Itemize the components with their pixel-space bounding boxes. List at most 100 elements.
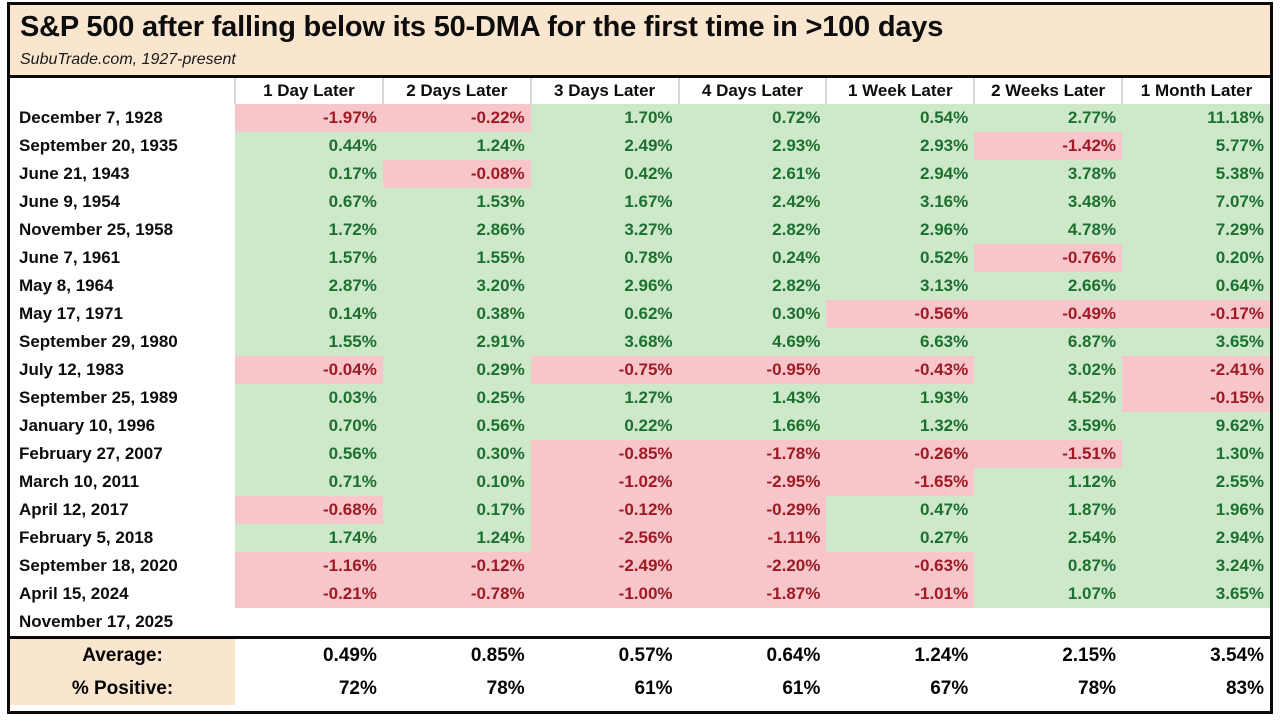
- return-cell: 1.30%: [1122, 440, 1270, 468]
- table-row: June 9, 1954 0.67% 1.53% 1.67% 2.42% 3.16% 3.4…: [10, 188, 1270, 216]
- date-cell: November 25, 1958: [10, 216, 235, 244]
- return-cell: 3.68%: [530, 328, 679, 356]
- table-row: September 29, 1980 1.55% 2.91% 3.68% 4.69% 6.…: [10, 328, 1270, 356]
- return-cell: 2.87%: [235, 272, 383, 300]
- return-cell: -2.95%: [678, 468, 827, 496]
- return-cell: 2.77%: [974, 104, 1123, 132]
- corner-cell: [10, 78, 235, 104]
- return-cell: 0.42%: [530, 160, 679, 188]
- return-cell: 1.57%: [235, 244, 383, 272]
- return-cell: 7.07%: [1122, 188, 1270, 216]
- return-cell: 0.70%: [235, 412, 383, 440]
- table-row: April 15, 2024 -0.21% -0.78% -1.00% -1.87% -1…: [10, 580, 1270, 608]
- table-header-row: 1 Day Later 2 Days Later 3 Days Later 4 Day…: [10, 78, 1270, 104]
- return-cell: 3.78%: [974, 160, 1123, 188]
- return-cell: -1.78%: [678, 440, 827, 468]
- return-cell: 4.78%: [974, 216, 1123, 244]
- summary-value-cell: 61%: [530, 672, 679, 705]
- table-row: September 25, 1989 0.03% 0.25% 1.27% 1.43% 1.…: [10, 384, 1270, 412]
- return-cell: -0.15%: [1122, 384, 1270, 412]
- return-cell: -1.42%: [974, 132, 1123, 160]
- date-cell: June 9, 1954: [10, 188, 235, 216]
- date-cell: September 18, 2020: [10, 552, 235, 580]
- return-cell: 0.30%: [382, 440, 531, 468]
- return-cell: [235, 608, 383, 638]
- table-row: February 5, 2018 1.74% 1.24% -2.56% -1.11% 0.…: [10, 524, 1270, 552]
- return-cell: -1.02%: [530, 468, 679, 496]
- return-cell: 11.18%: [1122, 104, 1270, 132]
- table-row: February 27, 2007 0.56% 0.30% -0.85% -1.78% -…: [10, 440, 1270, 468]
- return-cell: -2.49%: [530, 552, 679, 580]
- return-cell: 2.94%: [826, 160, 975, 188]
- return-cell: 3.20%: [382, 272, 531, 300]
- date-cell: April 15, 2024: [10, 580, 235, 608]
- return-cell: 0.67%: [235, 188, 383, 216]
- title-block: S&P 500 after falling below its 50-DMA f…: [10, 5, 1270, 78]
- return-cell: -1.16%: [235, 552, 383, 580]
- return-cell: -1.87%: [678, 580, 827, 608]
- date-cell: April 12, 2017: [10, 496, 235, 524]
- return-cell: 1.66%: [678, 412, 827, 440]
- return-cell: -0.49%: [974, 300, 1123, 328]
- return-cell: 0.72%: [678, 104, 827, 132]
- date-cell: June 7, 1961: [10, 244, 235, 272]
- return-cell: -0.63%: [826, 552, 975, 580]
- summary-label: % Positive:: [10, 672, 235, 705]
- return-cell: -0.95%: [678, 356, 827, 384]
- table-row: May 8, 1964 2.87% 3.20% 2.96% 2.82% 3.13% 2.66…: [10, 272, 1270, 300]
- summary-value-cell: 0.64%: [678, 636, 827, 672]
- return-cell: 0.03%: [235, 384, 383, 412]
- return-cell: [1122, 608, 1270, 638]
- return-cell: 1.96%: [1122, 496, 1270, 524]
- return-cell: 4.69%: [678, 328, 827, 356]
- return-cell: 2.93%: [678, 132, 827, 160]
- return-cell: 1.67%: [530, 188, 679, 216]
- summary-value-cell: 2.15%: [974, 636, 1123, 672]
- column-header: 1 Month Later: [1121, 78, 1270, 104]
- return-cell: 4.52%: [974, 384, 1123, 412]
- return-cell: 0.20%: [1122, 244, 1270, 272]
- return-cell: -0.04%: [235, 356, 383, 384]
- summary-value-cell: 83%: [1122, 672, 1270, 705]
- date-cell: May 8, 1964: [10, 272, 235, 300]
- return-cell: 0.44%: [235, 132, 383, 160]
- return-cell: 1.12%: [974, 468, 1123, 496]
- table-row: March 10, 2011 0.71% 0.10% -1.02% -2.95% -1.6…: [10, 468, 1270, 496]
- date-cell: January 10, 1996: [10, 412, 235, 440]
- date-cell: March 10, 2011: [10, 468, 235, 496]
- return-cell: 1.53%: [382, 188, 531, 216]
- return-cell: -2.56%: [530, 524, 679, 552]
- page-subtitle: SubuTrade.com, 1927-present: [20, 51, 236, 68]
- summary-value-cell: 72%: [235, 672, 383, 705]
- return-cell: 0.56%: [235, 440, 383, 468]
- return-cell: 1.93%: [826, 384, 975, 412]
- return-cell: -2.41%: [1122, 356, 1270, 384]
- return-cell: -0.43%: [826, 356, 975, 384]
- summary-value-cell: 61%: [678, 672, 827, 705]
- return-cell: 2.54%: [974, 524, 1123, 552]
- return-cell: 0.17%: [235, 160, 383, 188]
- table-sheet: S&P 500 after falling below its 50-DMA f…: [7, 2, 1273, 714]
- return-cell: 1.87%: [974, 496, 1123, 524]
- return-cell: 2.93%: [826, 132, 975, 160]
- return-cell: -1.00%: [530, 580, 679, 608]
- summary-value-cell: 0.57%: [530, 636, 679, 672]
- date-cell: December 7, 1928: [10, 104, 235, 132]
- returns-table: 1 Day Later 2 Days Later 3 Days Later 4 Day…: [10, 78, 1270, 705]
- return-cell: 3.27%: [530, 216, 679, 244]
- date-cell: September 20, 1935: [10, 132, 235, 160]
- return-cell: -0.56%: [826, 300, 975, 328]
- return-cell: -1.11%: [678, 524, 827, 552]
- return-cell: -0.12%: [530, 496, 679, 524]
- date-cell: June 21, 1943: [10, 160, 235, 188]
- return-cell: -1.97%: [235, 104, 383, 132]
- summary-value-cell: 3.54%: [1122, 636, 1270, 672]
- return-cell: 0.17%: [382, 496, 531, 524]
- table-row: September 18, 2020 -1.16% -0.12% -2.49% -2.2…: [10, 552, 1270, 580]
- return-cell: [826, 608, 975, 638]
- return-cell: 3.13%: [826, 272, 975, 300]
- return-cell: 3.65%: [1122, 580, 1270, 608]
- return-cell: 0.38%: [382, 300, 531, 328]
- return-cell: -0.68%: [235, 496, 383, 524]
- return-cell: 3.48%: [974, 188, 1123, 216]
